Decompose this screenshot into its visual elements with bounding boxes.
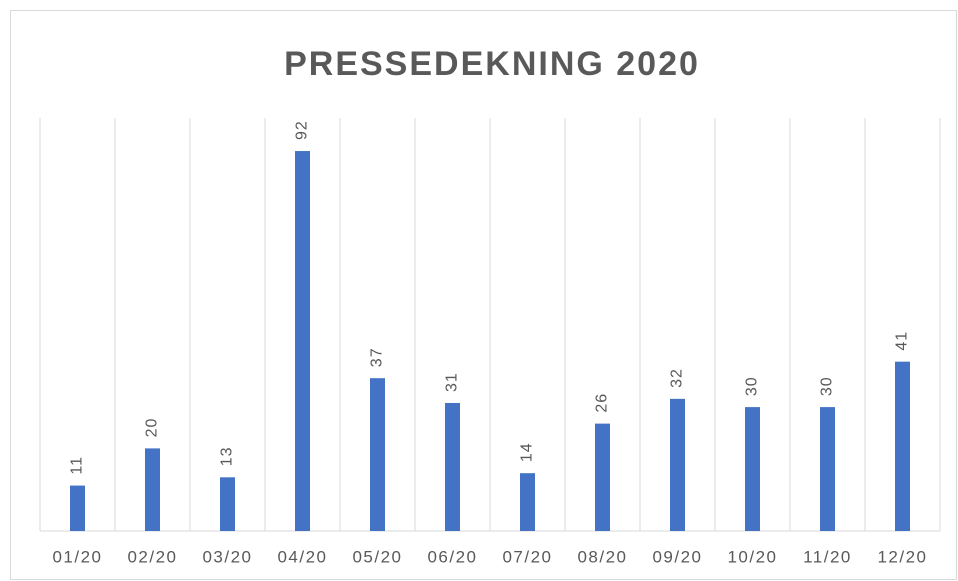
bar bbox=[220, 477, 235, 531]
x-tick-label: 10/20 bbox=[727, 547, 777, 566]
bar bbox=[370, 378, 385, 531]
bar bbox=[745, 407, 760, 531]
data-label: 31 bbox=[444, 372, 461, 392]
x-tick-label: 08/20 bbox=[577, 547, 627, 566]
chart-border bbox=[10, 10, 957, 580]
x-tick-label: 01/20 bbox=[52, 547, 102, 566]
data-label: 20 bbox=[144, 418, 161, 438]
bar bbox=[145, 448, 160, 531]
x-tick-label: 11/20 bbox=[803, 547, 852, 566]
chart-title: PRESSEDEKNING 2020 bbox=[284, 45, 700, 83]
bar bbox=[295, 151, 310, 532]
data-label: 37 bbox=[369, 347, 386, 367]
data-label: 41 bbox=[894, 331, 911, 351]
x-tick-label: 03/20 bbox=[202, 547, 252, 566]
bar bbox=[820, 407, 835, 531]
x-tick-label: 02/20 bbox=[127, 547, 177, 566]
bar bbox=[520, 473, 535, 531]
data-label: 26 bbox=[594, 393, 611, 413]
data-label: 13 bbox=[219, 447, 236, 467]
data-label: 92 bbox=[294, 120, 311, 140]
bar bbox=[445, 402, 460, 531]
bar bbox=[895, 361, 910, 531]
data-label: 30 bbox=[819, 376, 836, 396]
data-label: 30 bbox=[744, 376, 761, 396]
x-tick-label: 07/20 bbox=[502, 547, 552, 566]
bar bbox=[670, 398, 685, 531]
data-label: 14 bbox=[519, 442, 536, 462]
x-tick-label: 12/20 bbox=[877, 547, 927, 566]
data-label: 11 bbox=[69, 456, 86, 475]
x-tick-label: 05/20 bbox=[352, 547, 402, 566]
x-tick-label: 04/20 bbox=[277, 547, 327, 566]
data-label: 32 bbox=[669, 368, 686, 388]
bar bbox=[595, 423, 610, 531]
x-tick-label: 06/20 bbox=[427, 547, 477, 566]
x-tick-label: 09/20 bbox=[652, 547, 702, 566]
bar bbox=[70, 485, 85, 531]
